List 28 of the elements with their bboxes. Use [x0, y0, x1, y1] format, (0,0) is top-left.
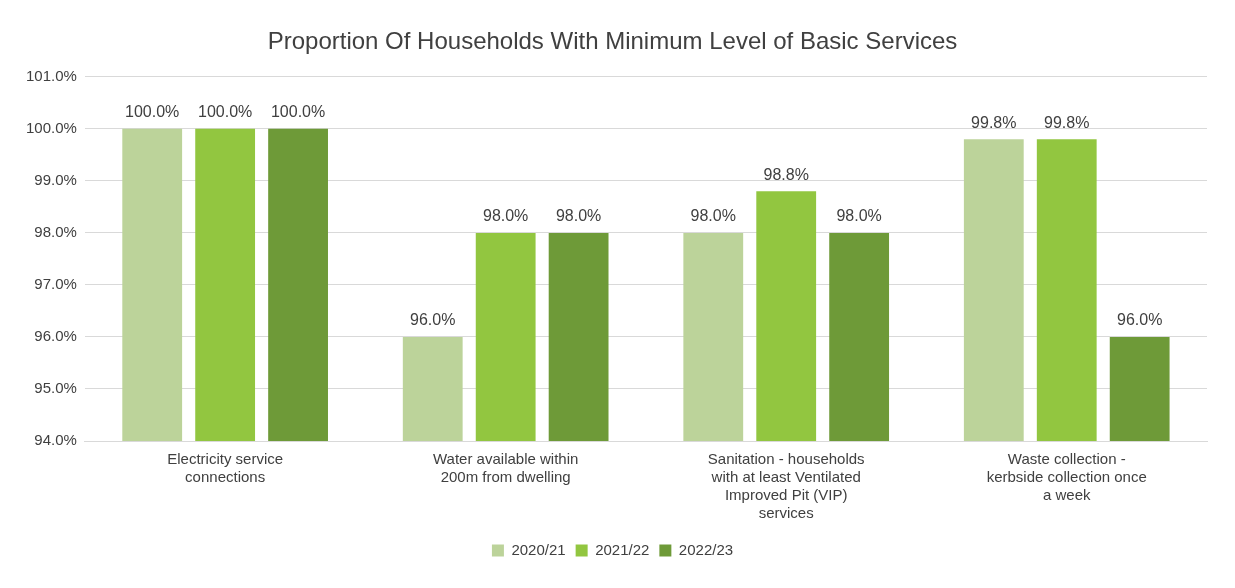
y-tick-label: 101.0% [26, 66, 77, 84]
data-label: 100.0% [270, 103, 326, 121]
data-label: 96.0% [410, 311, 456, 329]
data-label: 98.0% [555, 207, 602, 225]
y-tick-label: 96.0% [34, 327, 77, 345]
y-tick-label: 98.0% [34, 223, 77, 241]
data-label: 98.8% [763, 165, 809, 183]
data-label: 100.0% [125, 103, 180, 121]
y-tick-label: 99.0% [34, 171, 77, 188]
y-tick-label: 100.0% [26, 118, 77, 136]
x-tick-label: Waste collection - kerbside collection once a week [986, 450, 1147, 504]
y-tick-label: 97.0% [34, 275, 77, 293]
data-label: 96.0% [1116, 311, 1163, 329]
data-label: 98.0% [836, 207, 882, 225]
legend-label: 2022/23 [678, 540, 734, 558]
data-label: 99.8% [971, 113, 1017, 131]
data-label: 98.0% [482, 207, 529, 225]
legend-label: 2021/22 [595, 540, 650, 558]
y-tick-label: 95.0% [34, 379, 77, 397]
legend-label: 2020/21 [511, 540, 566, 558]
data-label: 98.0% [690, 207, 736, 225]
data-label: 100.0% [198, 103, 253, 121]
chart-title: Proportion Of Households With Minimum Level of Basic Services [267, 27, 958, 55]
x-tick-label: Water available within 200m from dwelling [433, 450, 579, 486]
x-tick-label: Sanitation - households with at least Ventilated Improved Pit (VIP) services [707, 450, 865, 522]
y-tick-label: 94.0% [34, 431, 77, 449]
x-tick-label: Electricity service connections [167, 450, 284, 486]
data-label: 99.8% [1044, 113, 1090, 131]
